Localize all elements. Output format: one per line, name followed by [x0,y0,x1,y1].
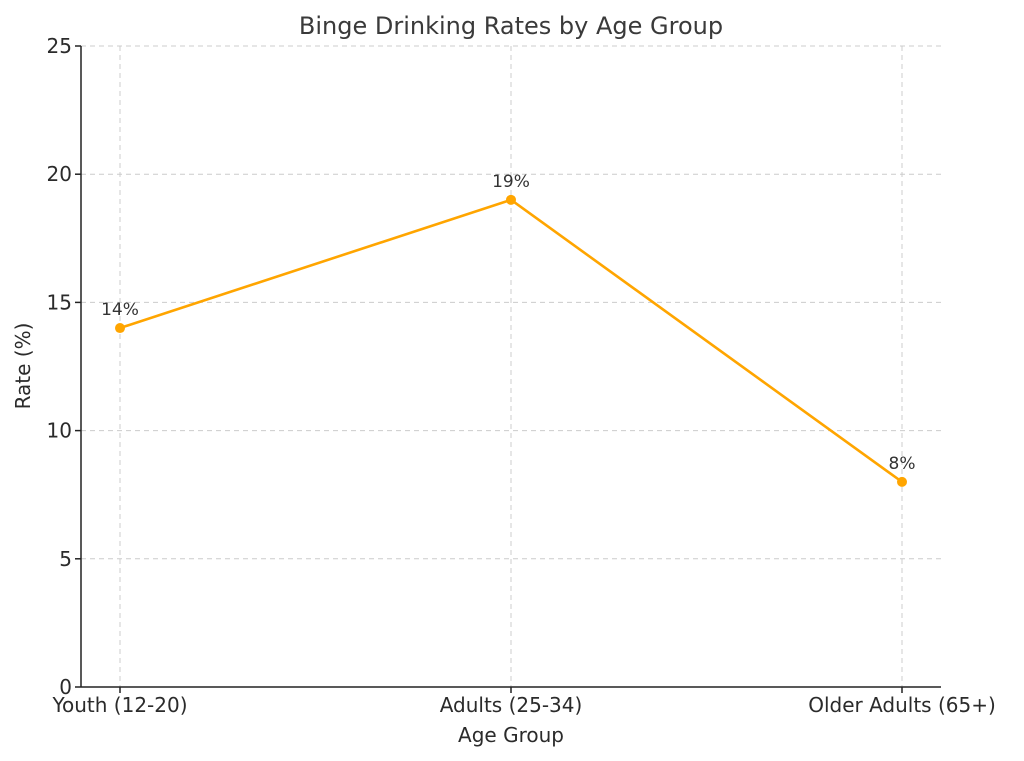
data-label: 8% [889,454,916,474]
grid [81,45,941,687]
data-label: 19% [492,172,530,192]
y-tick-label: 20 [47,162,72,186]
x-axis-ticks: Youth (12-20) Adults (25-34) Older Adults … [51,687,996,717]
series-line [119,198,903,483]
data-point [506,194,516,205]
y-axis-label: Rate (%) [11,323,35,410]
data-label: 14% [101,300,139,320]
x-tick-label: Adults (25-34) [440,693,583,717]
y-tick-label: 10 [47,419,72,443]
y-tick-label: 25 [47,34,72,58]
y-tick-label: 0 [59,675,72,699]
data-point [897,476,907,487]
data-point [115,323,125,334]
series: 14% 19% 8% [101,172,915,487]
y-tick-label: 5 [59,547,72,571]
x-tick-label: Youth (12-20) [51,693,187,717]
x-axis-label: Age Group [458,723,564,747]
y-tick-label: 15 [47,290,72,314]
chart-title: Binge Drinking Rates by Age Group [299,12,723,40]
y-axis-ticks: 0 5 10 15 20 25 [47,34,81,699]
x-tick-label: Older Adults (65+) [808,693,996,717]
